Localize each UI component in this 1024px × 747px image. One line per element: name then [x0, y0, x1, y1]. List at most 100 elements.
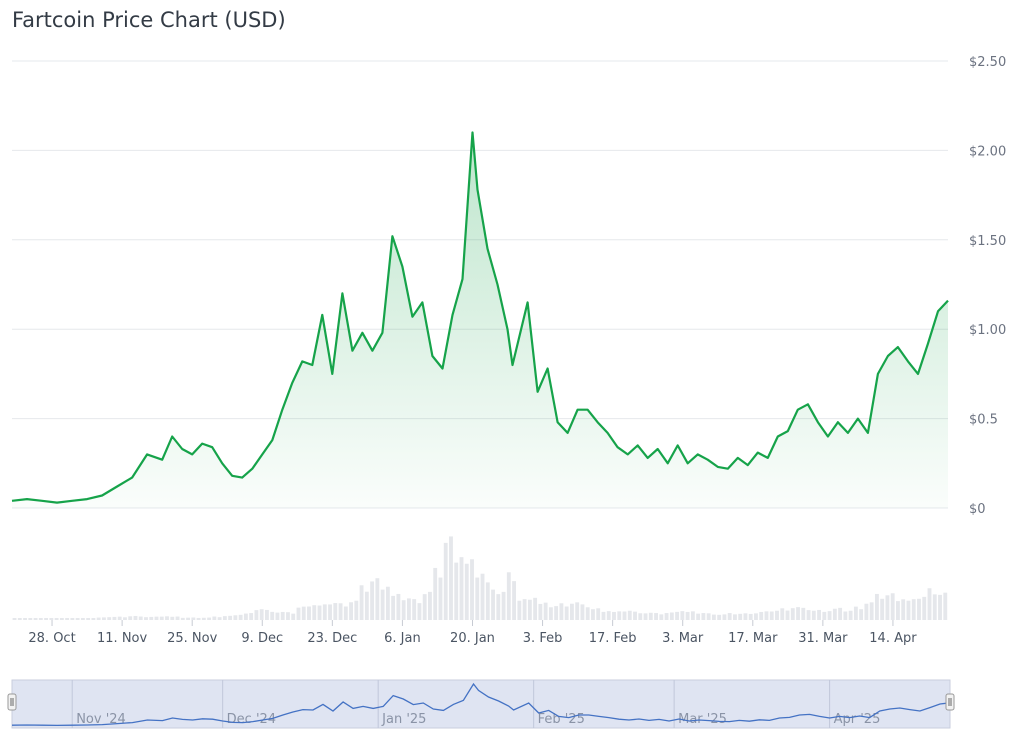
volume-bar: [901, 599, 906, 620]
volume-bar: [801, 607, 806, 620]
volume-bar: [112, 616, 117, 620]
volume-bar: [144, 617, 148, 620]
volume-bar: [138, 616, 143, 620]
navigator-left-handle[interactable]: [7, 693, 17, 711]
volume-bar: [454, 562, 459, 620]
volume-bar: [449, 536, 453, 620]
volume-bar: [207, 617, 212, 620]
volume-bar: [564, 606, 569, 620]
volume-bar: [459, 557, 464, 620]
volume-bar: [54, 618, 59, 620]
y-tick-label: $1.00: [969, 323, 1006, 338]
volume-bar: [38, 618, 43, 620]
volume-bar: [317, 605, 322, 620]
volume-bar: [711, 614, 716, 620]
y-tick-label: $1.50: [969, 234, 1006, 249]
volume-bar: [738, 613, 743, 620]
navigator-tick-label: Jan '25: [381, 712, 426, 727]
volume-bar: [880, 598, 885, 620]
volume-bar: [17, 618, 22, 620]
volume-bar: [280, 611, 285, 620]
navigator-background: [11, 679, 951, 729]
volume-bar: [517, 600, 522, 620]
volume-bar: [123, 617, 127, 620]
navigator-right-handle[interactable]: [945, 693, 955, 711]
volume-bar: [727, 613, 732, 620]
volume-bar: [391, 595, 396, 620]
volume-bar: [680, 611, 685, 620]
volume-bar: [859, 609, 864, 620]
volume-bar: [874, 593, 879, 620]
volume-bar: [864, 603, 869, 620]
volume-bar: [343, 606, 348, 620]
y-tick-label: $2.50: [969, 55, 1006, 70]
volume-bar: [932, 594, 937, 620]
handle-grip: [7, 693, 17, 711]
volume-bar: [811, 610, 816, 620]
volume-bar: [217, 617, 222, 620]
volume-bar: [759, 611, 764, 620]
navigator[interactable]: Nov '24 Dec '24 Jan '25 Feb '25 Mar '25 Apr '…: [7, 679, 955, 729]
volume-bar: [470, 559, 474, 620]
y-tick-label: $2.00: [969, 144, 1006, 159]
volume-bar: [485, 582, 490, 620]
volume-bar: [785, 610, 790, 620]
volume-bar: [559, 603, 564, 620]
volume-bar: [922, 596, 927, 620]
volume-bar: [606, 611, 611, 620]
volume-bar: [927, 588, 932, 620]
volume-bar: [722, 614, 727, 620]
volume-bar: [701, 613, 706, 620]
x-tick-label: 3. Feb: [523, 631, 563, 646]
price-area-fill: [12, 132, 948, 508]
volume-bar: [591, 609, 595, 620]
volume-bar: [548, 607, 553, 620]
volume-bar: [86, 618, 91, 620]
y-tick-label: $0: [969, 502, 986, 517]
volume-bar: [322, 604, 327, 620]
volume-bar: [265, 609, 269, 620]
volume-bar: [690, 611, 695, 620]
volume-bar: [33, 618, 38, 620]
volume-bars: [12, 536, 948, 620]
volume-bar: [848, 610, 853, 620]
volume-bar: [906, 600, 911, 620]
volume-bar: [648, 612, 653, 620]
volume-bar: [159, 616, 164, 620]
volume-bar: [259, 609, 264, 620]
volume-bar: [296, 607, 301, 620]
volume-bar: [186, 617, 190, 620]
x-axis: 28. Oct 11. Nov 25. Nov 9. Dec 23. Dec 6. Jan…: [28, 620, 917, 646]
volume-bar: [443, 542, 448, 620]
volume-bar: [370, 581, 375, 620]
volume-bar: [654, 613, 658, 620]
volume-bar: [527, 599, 532, 620]
volume-bar: [275, 612, 280, 620]
volume-bar: [643, 613, 648, 620]
volume-bar: [433, 567, 438, 620]
volume-bar: [869, 602, 874, 620]
volume-bar: [349, 602, 353, 620]
price-area: [11, 131, 949, 508]
volume-bar: [853, 606, 858, 620]
volume-bar: [706, 613, 711, 620]
volume-bar: [612, 611, 616, 620]
volume-bar: [575, 602, 580, 620]
volume-bar: [685, 611, 690, 620]
volume-bar: [596, 608, 601, 620]
volume-bar: [412, 599, 417, 620]
volume-bar: [117, 616, 122, 620]
volume-bar: [664, 613, 669, 620]
volume-bar: [91, 618, 96, 620]
volume-bar: [333, 603, 338, 620]
volume-bar: [401, 600, 406, 620]
volume-bar: [59, 618, 64, 620]
volume-bar: [543, 602, 548, 620]
volume-bar: [385, 586, 390, 620]
volume-bar: [696, 613, 701, 620]
volume-bar: [191, 617, 196, 620]
volume-bar: [254, 610, 259, 620]
volume-bar: [675, 611, 680, 620]
